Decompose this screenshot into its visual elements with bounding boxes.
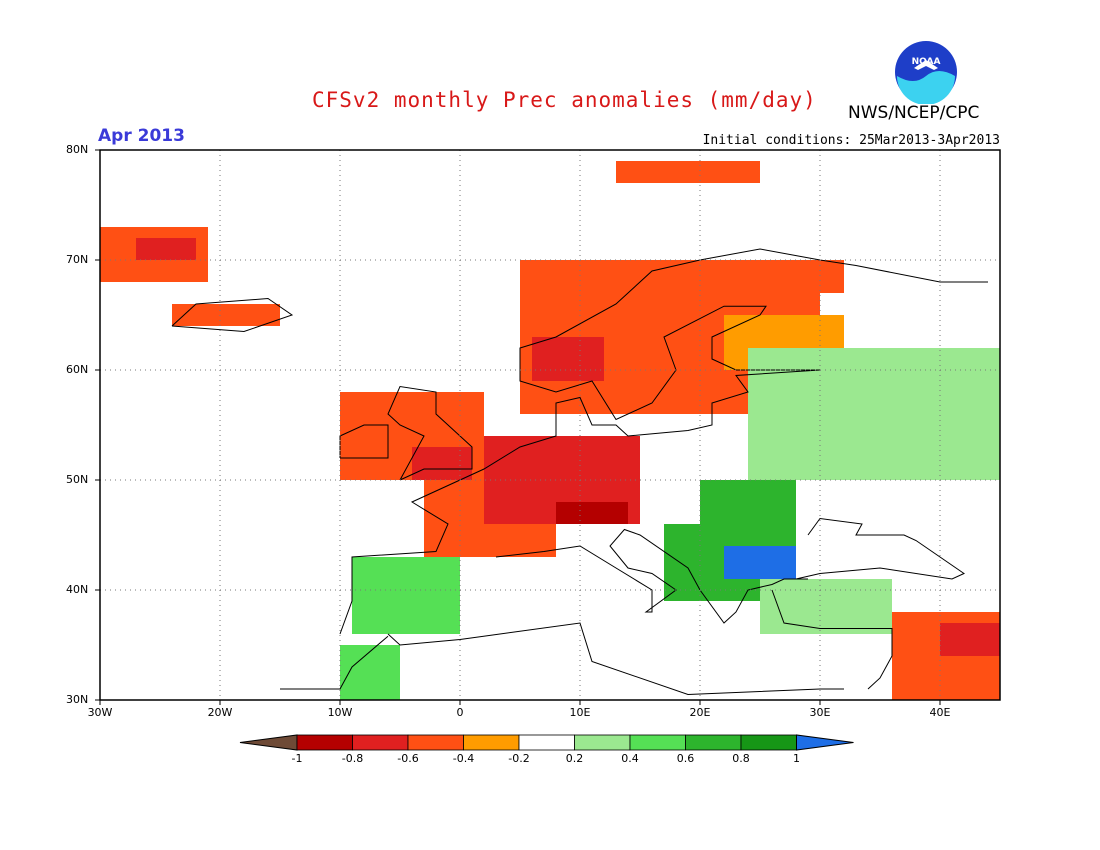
- colorbar-label: -0.2: [508, 752, 530, 765]
- coastline: [387, 622, 844, 696]
- colorbar-bin: [685, 734, 742, 751]
- colorbar-bin: [518, 734, 575, 751]
- noaa-logo-icon: NOAA: [895, 41, 957, 104]
- lon-label: 10E: [569, 706, 591, 719]
- anomaly-cell: [760, 579, 892, 634]
- colorbar-label: -0.8: [341, 752, 364, 765]
- anomaly-cell: [556, 502, 628, 524]
- lat-label: 40N: [66, 583, 89, 596]
- coastline: [171, 297, 294, 333]
- lon-label: 30W: [87, 706, 113, 719]
- lon-label: 20E: [689, 706, 711, 719]
- colorbar-bin: [574, 734, 631, 751]
- colorbar-label: 0.6: [676, 752, 695, 765]
- colorbar-label: -1: [291, 752, 303, 765]
- colorbar-bin: [629, 734, 686, 751]
- lat-label: 70N: [66, 253, 89, 266]
- colorbar-bin: [407, 734, 464, 751]
- anomaly-cell: [700, 480, 796, 524]
- anomaly-cell: [940, 623, 1000, 656]
- chart-title: CFSv2 monthly Prec anomalies (mm/day): [312, 88, 817, 112]
- coastline: [339, 424, 389, 459]
- colorbar-bin: [352, 734, 409, 751]
- coastline: [387, 385, 473, 481]
- map-frame: [99, 149, 1001, 701]
- coastline: [795, 517, 966, 580]
- colorbar-label: -0.6: [397, 752, 419, 765]
- colorbar-bin: [296, 734, 353, 751]
- anomaly-cell: [340, 645, 400, 700]
- lon-label: 20W: [207, 706, 233, 719]
- anomaly-cell: [172, 304, 280, 326]
- initial-conditions: Initial conditions: 25Mar2013-3Apr2013: [702, 133, 1000, 148]
- lon-label: 0: [456, 706, 464, 719]
- lon-label: 40E: [929, 706, 951, 719]
- coastline: [280, 635, 389, 690]
- lat-label: 80N: [66, 143, 89, 156]
- colorbar-arrow-right: [796, 734, 854, 751]
- lat-label: 60N: [66, 363, 89, 376]
- colorbar-arrow-left: [239, 734, 298, 751]
- lon-label: 30E: [809, 706, 831, 719]
- colorbar-label: -0.4: [452, 752, 475, 765]
- colorbar-label: 1: [793, 752, 800, 765]
- anomaly-cell: [724, 546, 796, 579]
- organization-label: NWS/NCEP/CPC: [848, 103, 980, 123]
- lat-label: 30N: [66, 693, 89, 706]
- coastline: [771, 589, 893, 690]
- colorbar-bin: [463, 734, 520, 751]
- anomaly-cell: [748, 348, 1000, 480]
- anomaly-cell: [532, 337, 604, 381]
- anomaly-cell: [352, 557, 460, 634]
- anomaly-cell: [616, 161, 760, 183]
- colorbar-label: 0.4: [621, 752, 639, 765]
- coastline: [495, 528, 808, 624]
- colorbar-label: 0.8: [732, 752, 750, 765]
- noaa-logo-text: NOAA: [912, 57, 941, 67]
- anomaly-cell: [412, 447, 472, 480]
- coastline: [339, 248, 988, 635]
- lat-label: 50N: [66, 473, 89, 486]
- lon-label: 10W: [327, 706, 353, 719]
- month-label: Apr 2013: [98, 126, 185, 146]
- anomaly-cell: [700, 260, 844, 293]
- colorbar-label: 0.2: [565, 752, 584, 765]
- anomaly-cell: [136, 238, 196, 260]
- colorbar-bin: [740, 734, 797, 751]
